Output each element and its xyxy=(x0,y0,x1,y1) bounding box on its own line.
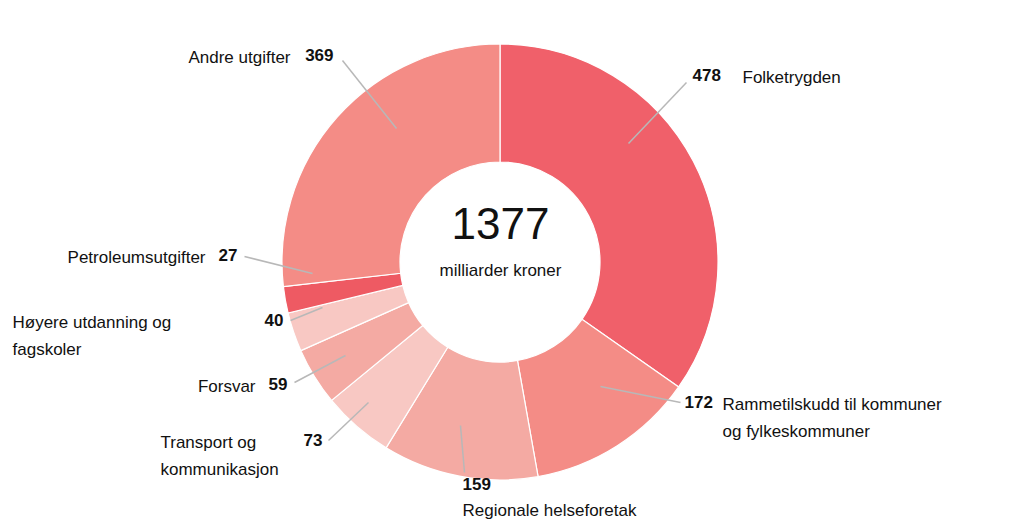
svg-text:Høyere utdanning ogfagskoler: Høyere utdanning ogfagskoler xyxy=(13,313,172,358)
svg-text:73: 73 xyxy=(304,431,323,450)
svg-text:Rammetilskudd til kommunerog f: Rammetilskudd til kommunerog fylkeskommu… xyxy=(723,395,943,440)
svg-text:1377: 1377 xyxy=(452,199,550,248)
svg-text:Andre utgifter: Andre utgifter xyxy=(188,48,290,67)
svg-text:Forsvar: Forsvar xyxy=(198,377,256,396)
svg-text:Transport ogkommunikasjon: Transport ogkommunikasjon xyxy=(161,433,279,478)
svg-text:369: 369 xyxy=(305,46,333,65)
svg-text:milliarder kroner: milliarder kroner xyxy=(440,261,562,280)
svg-text:59: 59 xyxy=(269,375,288,394)
svg-text:40: 40 xyxy=(265,311,284,330)
svg-text:478: 478 xyxy=(693,66,721,85)
svg-text:Petroleumsutgifter: Petroleumsutgifter xyxy=(68,248,206,267)
svg-text:172: 172 xyxy=(685,393,713,412)
svg-text:27: 27 xyxy=(219,246,238,265)
svg-text:Regionale helseforetak: Regionale helseforetak xyxy=(463,501,637,520)
svg-text:159: 159 xyxy=(463,475,491,494)
svg-text:Folketrygden: Folketrygden xyxy=(743,68,841,87)
